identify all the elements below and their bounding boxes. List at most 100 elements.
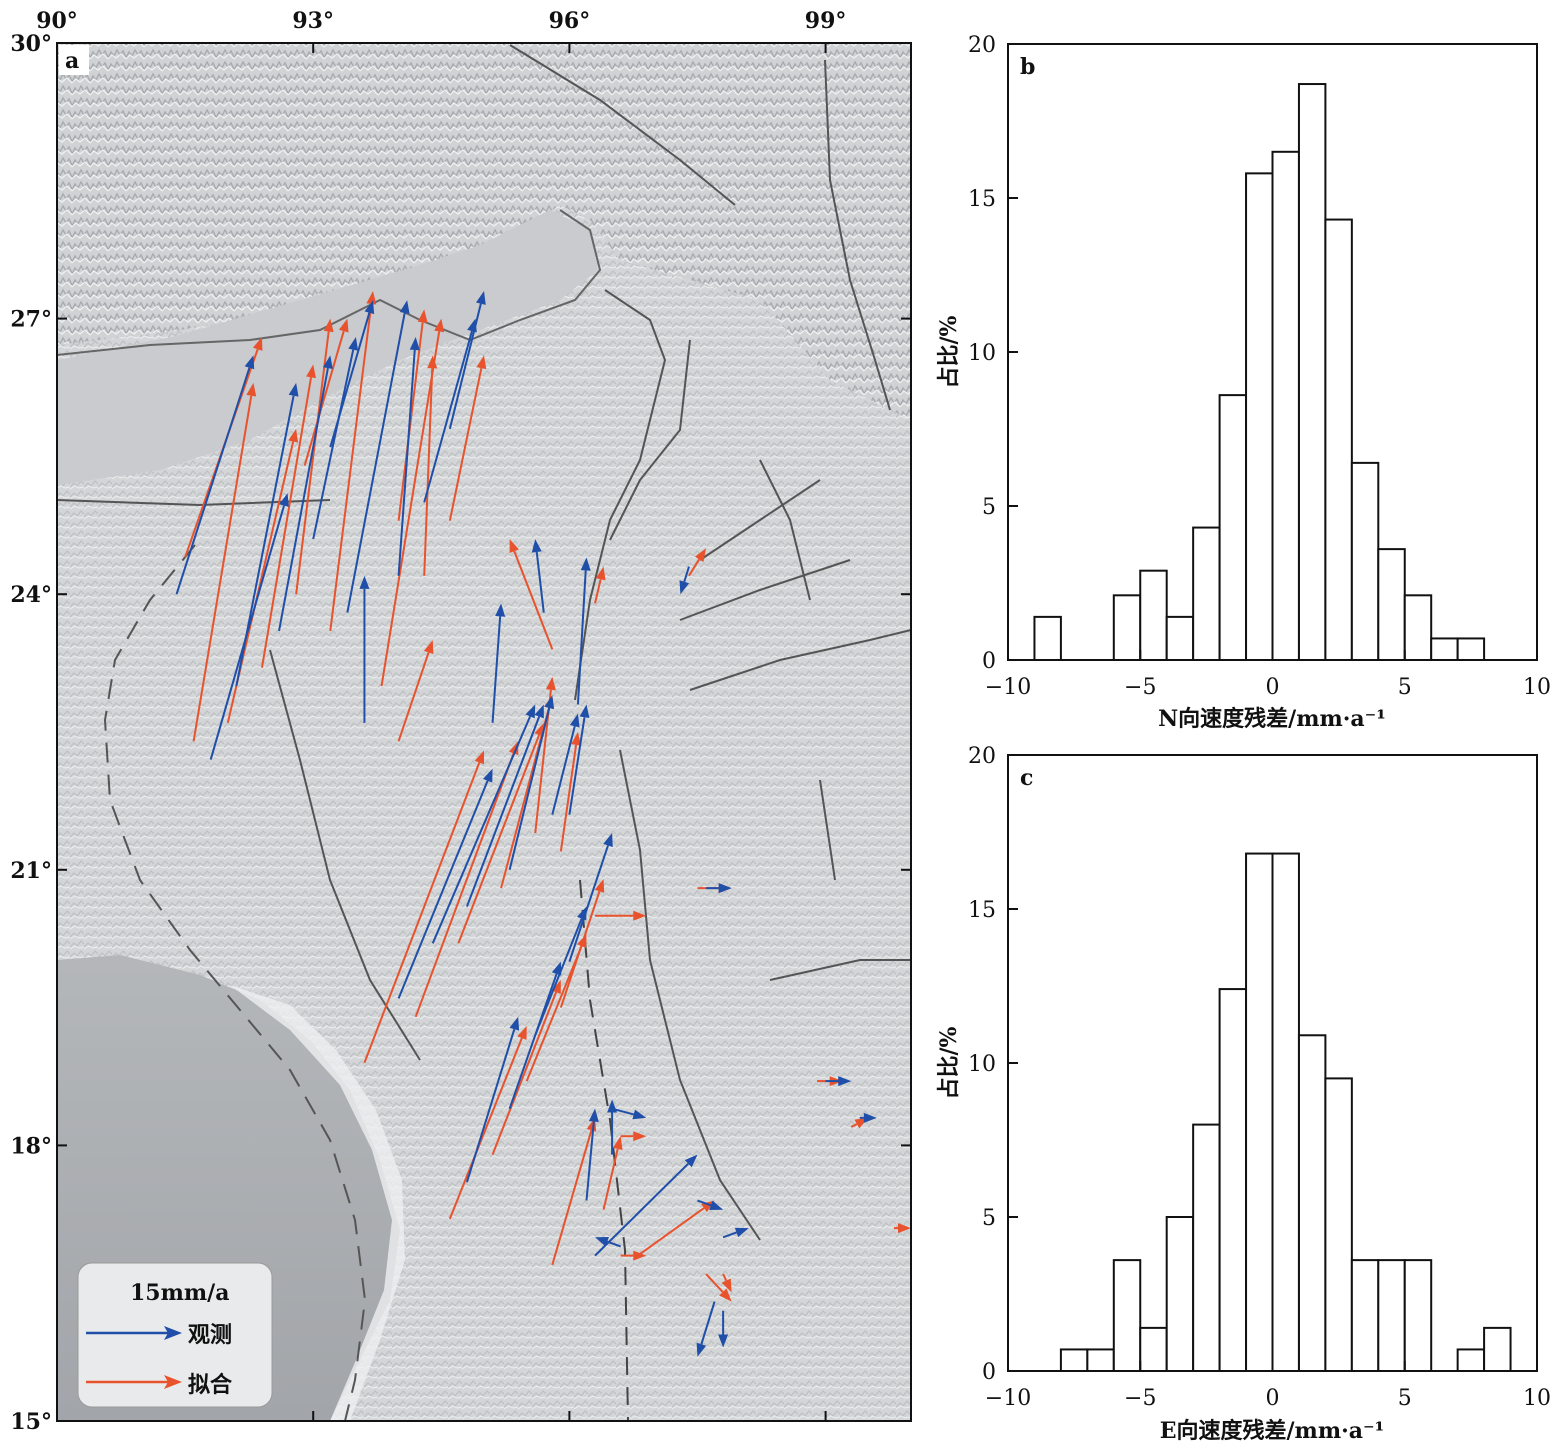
- histogram-north-bar: [1033, 615, 1062, 662]
- histogram-east-y-tick-label: 0: [982, 1360, 996, 1385]
- fitted-vector-shaft: [448, 367, 483, 521]
- map-panel: 90° 93° 96° 99° 30° 27° 24° 21° 18° 15° a 15mm/a …: [10, 8, 912, 1435]
- fitted-vector-shaft: [363, 762, 481, 1064]
- observed-vector: [859, 1112, 877, 1123]
- histogram-east-bar: [1165, 1216, 1195, 1372]
- map-y-tick-label: 24°: [10, 582, 52, 608]
- observed-vector-head: [525, 704, 536, 719]
- fitted-vector-head: [434, 318, 445, 333]
- histogram-north-bar: [1324, 218, 1353, 661]
- observed-vector-head: [588, 1108, 599, 1123]
- himalaya-mountains: [57, 43, 911, 420]
- fitted-vector-head: [719, 1288, 732, 1302]
- fitted-vector-shaft: [457, 734, 541, 944]
- fitted-vector-shaft: [414, 753, 515, 1018]
- histogram-east-y-tick-label: 10: [968, 1052, 996, 1077]
- histogram-north-y-tick-label: 10: [968, 341, 996, 366]
- fitted-vector: [329, 291, 377, 632]
- panel-letter-c: c: [1020, 765, 1033, 791]
- observed-vector-shaft: [551, 725, 576, 815]
- observed-vector-head: [348, 336, 359, 351]
- fitted-vector-head: [694, 548, 707, 562]
- fitted-vector-head: [721, 1278, 732, 1293]
- histogram-north-ylabel: 占比/%: [936, 315, 962, 388]
- histogram-north-bar: [1430, 637, 1459, 662]
- map-ticks: [56, 42, 911, 1422]
- histogram-north-bar: [1192, 526, 1221, 661]
- panel-letter-b: b: [1020, 54, 1035, 80]
- observed-vector: [312, 336, 359, 540]
- fitted-vector-shaft: [513, 550, 554, 650]
- histogram-east-bar: [1483, 1326, 1512, 1373]
- observed-vector-shaft: [397, 780, 489, 999]
- histogram-east-bar: [1192, 1123, 1221, 1372]
- histogram-east-xlabel: E向速度残差/mm·a⁻¹: [1160, 1418, 1385, 1444]
- observed-vector-head: [495, 603, 506, 617]
- observed-vector: [595, 1236, 621, 1248]
- histogram-north-y-tick-label: 15: [968, 187, 996, 212]
- legend: 15mm/a 观测 拟合: [77, 1262, 273, 1408]
- fitted-vector: [380, 318, 445, 687]
- histogram-north-x-tick-label: −10: [985, 675, 1031, 700]
- observed-vector: [465, 704, 544, 907]
- legend-observed-label: 观测: [188, 1322, 232, 1348]
- observed-vector: [508, 961, 562, 1109]
- histogram-north-bar: [1218, 394, 1248, 661]
- fitted-vector-head: [612, 1136, 623, 1151]
- observed-vector-shaft: [534, 918, 583, 1036]
- observed-vector-head: [279, 493, 289, 508]
- fitted-vector-head: [633, 1131, 647, 1142]
- histogram-north-bar: [1297, 83, 1327, 662]
- map-y-tick-label: 30°: [10, 31, 52, 57]
- histogram-north-bar: [1245, 172, 1274, 662]
- histogram-east-x-tick-label: −10: [985, 1386, 1031, 1411]
- observed-vector-shaft: [175, 367, 251, 595]
- fitted-vector-head: [288, 428, 299, 443]
- observed-vector-shaft: [423, 330, 473, 503]
- fitted-vector: [721, 1273, 732, 1293]
- histogram-east-bar: [1086, 1348, 1115, 1372]
- fitted-vector-shaft: [423, 368, 434, 576]
- histogram-east-bar: [1403, 1259, 1433, 1372]
- fitted-vector-head: [246, 382, 257, 397]
- fitted-vector-head: [417, 309, 428, 323]
- observed-vector-shaft: [535, 551, 545, 613]
- histogram-east-bar: [1112, 1259, 1142, 1372]
- observed-vector-head: [288, 382, 299, 397]
- fitted-vector: [192, 382, 257, 742]
- fitted-vector-head: [545, 676, 556, 691]
- observed-vector-shaft: [448, 303, 482, 430]
- histogram-east-bar: [1377, 1259, 1406, 1372]
- observed-vector: [278, 355, 333, 632]
- fitted-vector: [423, 355, 438, 576]
- observed-vector-head: [534, 704, 544, 719]
- fitted-vector: [303, 318, 349, 466]
- observed-vector: [696, 1301, 716, 1357]
- observed-vector: [359, 575, 370, 723]
- fitted-vector: [705, 1273, 732, 1302]
- histogram-north-x-tick-label: 0: [1266, 675, 1280, 700]
- histogram-north-ticks: −10 −5 0 5 10 0 5 10 15 20: [968, 33, 1551, 700]
- fitted-vector-shaft: [192, 395, 253, 742]
- observed-vector-shaft: [568, 845, 609, 962]
- histogram-north-bar: [1139, 569, 1168, 661]
- histogram-east-y-tick-label: 20: [968, 744, 996, 769]
- fitted-vector: [688, 548, 707, 577]
- observed-vector-head: [359, 575, 370, 589]
- histogram-east-bar: [1271, 852, 1300, 1372]
- observed-vector-shaft: [278, 367, 329, 632]
- observed-vector: [397, 768, 493, 999]
- fitted-vector-shaft: [525, 945, 583, 1082]
- fitted-vector-shaft: [329, 303, 373, 632]
- histogram-east-bars: [1059, 852, 1512, 1373]
- observed-vector: [397, 336, 420, 576]
- map-x-tick-label: 99°: [805, 8, 847, 34]
- fitted-vector-head: [323, 318, 334, 333]
- histogram-north-x-tick-label: 5: [1398, 675, 1412, 700]
- fitted-vector: [620, 1131, 647, 1142]
- observed-vector: [568, 833, 613, 962]
- observed-vector-head: [509, 1016, 520, 1031]
- fitted-vector: [448, 1025, 527, 1220]
- histogram-east-y-tick-label: 15: [968, 898, 996, 923]
- observed-vector-shaft: [594, 1163, 689, 1257]
